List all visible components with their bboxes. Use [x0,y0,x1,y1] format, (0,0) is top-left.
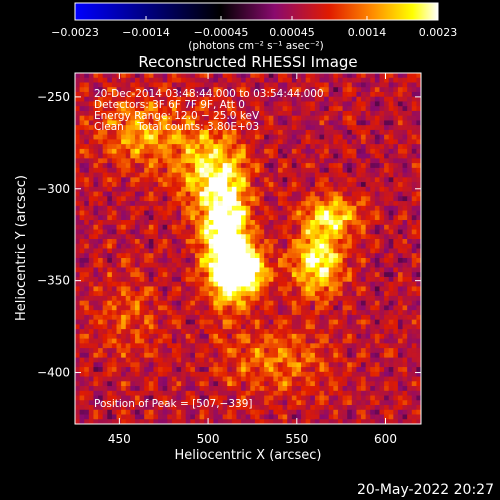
colorbar-tick-label: 0.0014 [348,26,387,39]
colorbar-units: (photons cm⁻² s⁻¹ asec⁻²) [188,40,323,52]
y-tick-label: −300 [37,182,70,196]
x-tick-label: 500 [197,432,220,446]
x-tick-label: 550 [285,432,308,446]
x-tick-label: 450 [108,432,131,446]
y-tick-label: −250 [37,90,70,104]
peak-position-label: Position of Peak = [507,−339] [94,398,253,410]
annotation-block: 20-Dec-2014 03:48:44.000 to 03:54:44.000… [94,88,324,133]
y-axis-label: Heliocentric Y (arcsec) [14,175,29,321]
colorbar-ticks: −0.0023 −0.0014 −0.00045 0.00045 0.0014 0.002… [51,16,457,39]
colorbar-tick-label: −0.0023 [51,26,99,39]
annotation-energy-range: Energy Range: 12.0 − 25.0 keV [94,110,260,122]
x-axis-label: Heliocentric X (arcsec) [175,448,322,463]
colorbar-tick-label: −0.00045 [194,26,249,39]
heatmap-image [75,73,421,424]
colorbar-tick-label: 0.0023 [419,26,458,39]
footer-date: 20-May-2022 20:27 [357,482,494,498]
y-tick-label: −400 [37,366,70,380]
axis-ticks: 450 500 550 600 −250 −300 −350 −400 [37,73,421,446]
plot-frame [74,72,422,425]
colorbar-tick-label: −0.0014 [122,26,170,39]
annotation-time-range: 20-Dec-2014 03:48:44.000 to 03:54:44.000 [94,88,324,100]
chart-title: Reconstructed RHESSI Image [138,53,357,71]
colorbar [74,2,439,21]
colorbar-tick-label: 0.00045 [269,26,315,39]
y-tick-label: −350 [37,274,70,288]
annotation-detectors: Detectors: 3F 6F 7F 9F, Att 0 [94,99,245,111]
annotation-total-counts: Clean Total counts: 3.80E+03 [94,121,259,133]
x-tick-label: 600 [374,432,397,446]
